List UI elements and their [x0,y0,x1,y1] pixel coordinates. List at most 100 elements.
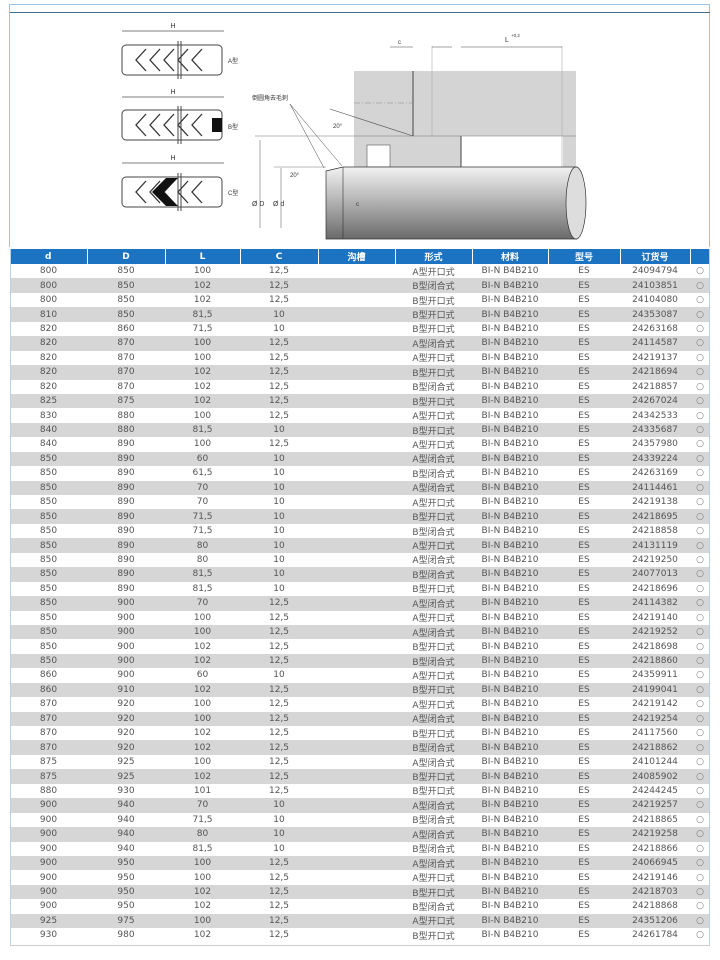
col-c-cell: 12,5 [240,884,318,900]
col-order-no-cell: 24101244 [632,757,678,768]
select-radio[interactable]: ○ [696,295,704,306]
col-form-cell: B型闭合式 [395,653,472,669]
select-radio[interactable]: ○ [690,480,710,495]
header-col-material: 材料 [472,249,549,264]
table-row: 870 920 102 12,5 B型开口式 BI-N B4B210 ES 24117560 ○ [10,726,710,740]
col-groove-cell [318,351,395,365]
col-material-cell: BI-N B4B210 [481,295,539,306]
table-row: 850 890 80 10 A型闭合式 BI-N B4B210 ES 24219250 ○ [10,553,710,567]
select-radio[interactable]: ○ [696,670,704,681]
select-radio[interactable]: ○ [696,843,704,854]
col-order-no-cell: 24094794 [632,266,678,277]
select-radio[interactable]: ○ [696,872,704,883]
select-radio[interactable]: ○ [696,785,704,796]
col-order-no-cell: 24263168 [632,323,678,334]
select-radio[interactable]: ○ [696,728,704,739]
col-groove-cell [318,596,395,611]
select-radio[interactable]: ○ [690,336,710,351]
table-row: 870 920 102 12,5 B型闭合式 BI-N B4B210 ES 24218862 ○ [10,740,710,755]
col-c-cell: 12,5 [268,295,290,306]
col-d-cell: 870 [10,740,87,755]
select-radio[interactable]: ○ [690,682,710,698]
select-radio[interactable]: ○ [690,538,710,553]
select-radio[interactable]: ○ [690,596,710,611]
col-groove-cell [318,899,395,913]
select-radio[interactable]: ○ [696,583,704,594]
select-radio[interactable]: ○ [696,352,704,363]
select-radio[interactable]: ○ [690,653,710,669]
col-groove-cell [318,624,395,640]
col-order-no-cell: 24219138 [632,497,678,508]
col-model-cell: ES [548,509,620,524]
select-radio[interactable]: ○ [690,509,710,524]
select-radio[interactable]: ○ [690,624,710,640]
col-outer-d-cell: 850 [117,266,135,277]
select-radio[interactable]: ○ [690,365,710,380]
col-material-cell: BI-N B4B210 [481,323,539,334]
select-radio[interactable]: ○ [690,798,710,813]
seal-installation-diagram: H A型 H B型 H C型 c L +0,2 20° [121,23,587,240]
select-radio[interactable]: ○ [690,884,710,900]
select-radio[interactable]: ○ [696,526,704,537]
select-radio[interactable]: ○ [690,711,710,726]
col-material-cell: BI-N B4B210 [481,352,539,363]
select-radio[interactable]: ○ [690,278,710,293]
col-model-cell: ES [548,538,620,553]
select-radio[interactable]: ○ [696,497,704,508]
col-l-cell: 81,5 [165,567,240,582]
col-material-cell: BI-N B4B210 [472,307,548,322]
col-outer-d-cell: 890 [87,567,165,582]
select-radio[interactable]: ○ [690,567,710,582]
select-radio[interactable]: ○ [690,307,710,322]
col-d-cell: 860 [39,670,58,681]
select-radio[interactable]: ○ [696,901,704,912]
col-order-no-cell: 24219142 [632,699,678,710]
col-model-cell: ES [548,480,620,495]
select-radio[interactable]: ○ [690,422,710,438]
col-model-cell: ES [578,843,590,854]
housing-cross-section: c L +0,2 20° [255,33,576,168]
select-radio[interactable]: ○ [696,612,704,623]
select-radio[interactable]: ○ [696,641,704,652]
select-radio[interactable]: ○ [690,740,710,755]
select-radio[interactable]: ○ [690,855,710,871]
col-d-cell: 850 [39,554,58,565]
col-model-cell: ES [548,653,620,669]
select-radio[interactable]: ○ [690,827,710,842]
select-radio[interactable]: ○ [690,769,710,784]
col-d-cell: 875 [39,757,58,768]
col-material-cell: BI-N B4B210 [472,855,548,871]
select-radio[interactable]: ○ [696,266,704,277]
select-radio[interactable]: ○ [696,554,704,565]
select-radio[interactable]: ○ [696,381,704,392]
select-radio[interactable]: ○ [696,699,704,710]
col-form-cell: B型闭合式 [412,383,455,394]
select-radio[interactable]: ○ [696,323,704,334]
select-radio[interactable]: ○ [690,451,710,467]
rod: 倒圆角去毛刺 20° Ø D Ø d c [252,94,587,240]
table-row: 820 870 100 12,5 A型闭合式 BI-N B4B210 ES 24114587 ○ [10,336,710,351]
select-radio[interactable]: ○ [696,439,704,450]
col-outer-d-cell: 850 [117,295,135,306]
header-col-groove: 沟槽 [318,249,396,264]
select-radio[interactable]: ○ [690,393,710,409]
col-l-cell: 102 [193,930,212,941]
col-c-cell: 10 [273,554,285,565]
col-groove-cell [318,393,395,409]
col-order-no-cell: 24339224 [620,451,690,467]
dim-d-outer-label: Ø D [252,201,264,208]
select-radio[interactable]: ○ [696,410,704,421]
col-d-cell: 850 [39,497,58,508]
select-radio[interactable]: ○ [696,757,704,768]
col-material-cell: BI-N B4B210 [472,653,548,669]
select-radio[interactable]: ○ [696,814,704,825]
select-radio[interactable]: ○ [690,913,710,929]
type-a-label: A型 [228,57,238,65]
dim-h-label: H [170,89,175,96]
col-l-cell: 102 [193,728,212,739]
col-order-no-cell: 24218694 [620,365,690,380]
select-radio[interactable]: ○ [696,930,704,941]
col-order-no-cell: 24218703 [620,884,690,900]
col-c-cell: 12,5 [268,728,290,739]
select-radio[interactable]: ○ [696,468,704,479]
